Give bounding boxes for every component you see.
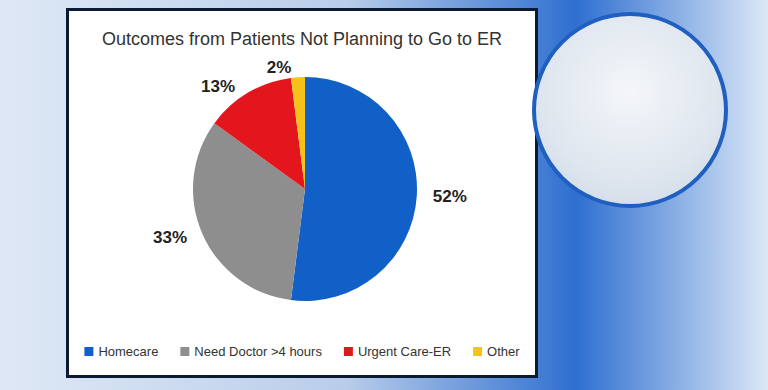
svg-text:33%: 33% bbox=[153, 228, 187, 247]
svg-text:13%: 13% bbox=[201, 77, 235, 96]
svg-text:Urgent Care-ER: Urgent Care-ER bbox=[358, 344, 451, 359]
svg-text:2%: 2% bbox=[267, 58, 292, 77]
svg-text:Outcomes from Patients Not Pla: Outcomes from Patients Not Planning to G… bbox=[102, 29, 502, 49]
svg-text:Homecare: Homecare bbox=[98, 344, 158, 359]
svg-text:52%: 52% bbox=[433, 187, 467, 206]
svg-text:Other: Other bbox=[487, 344, 520, 359]
svg-text:Need Doctor >4 hours: Need Doctor >4 hours bbox=[194, 344, 322, 359]
